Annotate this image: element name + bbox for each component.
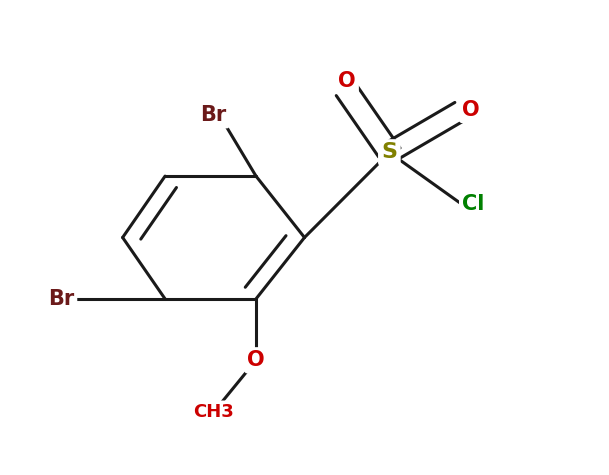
Text: Cl: Cl (462, 194, 485, 214)
Text: Br: Br (200, 105, 227, 125)
Text: S: S (381, 142, 397, 162)
Text: O: O (338, 71, 356, 91)
Text: O: O (462, 100, 480, 120)
Text: CH3: CH3 (193, 403, 234, 421)
Text: Br: Br (48, 289, 74, 309)
Text: O: O (247, 350, 265, 370)
